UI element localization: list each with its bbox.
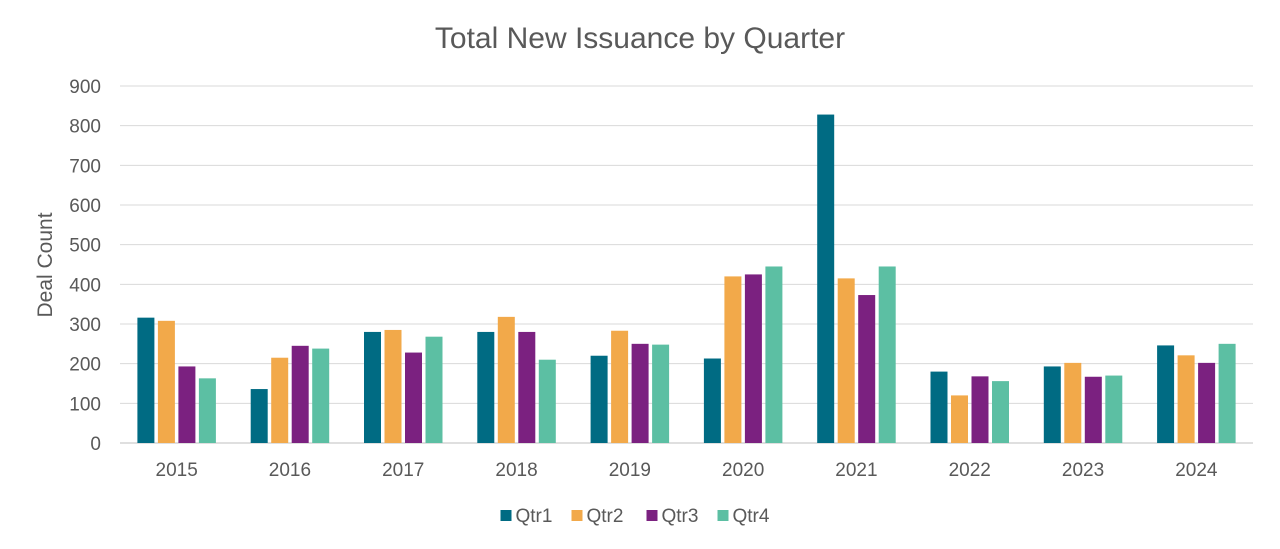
x-tick-label: 2017 <box>382 460 424 481</box>
x-axis-ticks: 2015 2016 2017 2018 2019 2020 2021 2022 2023 2024 <box>156 460 1218 481</box>
bar-qtr4-2015 <box>198 378 216 443</box>
chart-title: Total New Issuance by Quarter <box>435 22 845 55</box>
legend-label-qtr3: Qtr3 <box>662 506 699 527</box>
legend-swatch-qtr1 <box>500 510 512 521</box>
bar-qtr1-2022 <box>930 371 948 443</box>
bar-qtr1-2023 <box>1043 366 1061 443</box>
x-tick-label: 2019 <box>609 460 651 481</box>
y-tick-label: 300 <box>69 315 101 336</box>
bar-qtr1-2021 <box>817 114 835 443</box>
bar-qtr4-2024 <box>1218 343 1236 443</box>
bar-qtr4-2019 <box>652 344 670 443</box>
bar-qtr2-2015 <box>157 320 175 443</box>
x-tick-label: 2024 <box>1175 460 1218 481</box>
y-tick-label: 600 <box>69 196 101 217</box>
x-tick-label: 2018 <box>495 460 537 481</box>
x-tick-label: 2020 <box>722 460 764 481</box>
bar-qtr4-2018 <box>538 359 556 443</box>
bar-qtr2-2018 <box>497 316 515 443</box>
y-tick-label: 0 <box>90 434 101 455</box>
y-tick-label: 400 <box>69 275 101 296</box>
bar-qtr3-2020 <box>744 274 762 443</box>
y-tick-label: 700 <box>69 156 101 177</box>
bar-qtr1-2020 <box>703 358 721 443</box>
y-tick-label: 800 <box>69 117 101 138</box>
bar-qtr3-2022 <box>971 376 989 443</box>
bar-qtr3-2024 <box>1198 362 1216 443</box>
gridlines <box>120 85 1253 444</box>
bar-qtr4-2017 <box>425 336 443 443</box>
bar-qtr3-2019 <box>631 343 649 443</box>
bar-qtr3-2021 <box>858 295 876 443</box>
bar-qtr4-2016 <box>312 348 330 443</box>
y-axis-label: Deal Count <box>34 212 57 317</box>
bar-qtr2-2020 <box>724 276 742 443</box>
bar-qtr3-2016 <box>291 345 309 443</box>
x-tick-label: 2022 <box>949 460 991 481</box>
y-tick-label: 900 <box>69 77 101 98</box>
bar-qtr2-2024 <box>1177 355 1195 443</box>
bar-qtr3-2017 <box>405 352 422 443</box>
y-tick-label: 100 <box>69 394 101 415</box>
bar-qtr3-2018 <box>518 331 536 443</box>
bar-qtr1-2019 <box>590 355 608 443</box>
bar-qtr2-2023 <box>1064 362 1082 443</box>
legend-swatch-qtr4 <box>717 510 729 521</box>
bar-qtr1-2015 <box>137 317 155 443</box>
bar-qtr4-2022 <box>992 381 1009 443</box>
x-tick-label: 2021 <box>835 460 877 481</box>
bar-qtr3-2023 <box>1084 376 1102 443</box>
bar-qtr1-2018 <box>477 331 495 443</box>
legend-label-qtr1: Qtr1 <box>516 506 553 527</box>
bars <box>137 114 1236 443</box>
bar-qtr4-2023 <box>1105 375 1123 443</box>
bar-qtr1-2017 <box>364 331 381 443</box>
x-tick-label: 2023 <box>1062 460 1104 481</box>
y-tick-label: 500 <box>69 236 101 257</box>
legend-swatch-qtr2 <box>571 510 583 521</box>
y-tick-label: 200 <box>69 355 101 376</box>
y-axis-ticks: 0 100 200 300 400 500 600 700 800 900 <box>69 77 101 455</box>
bar-qtr4-2021 <box>878 266 896 443</box>
legend-label-qtr4: Qtr4 <box>733 506 770 527</box>
bar-qtr1-2024 <box>1157 345 1175 443</box>
x-tick-label: 2016 <box>269 460 311 481</box>
legend-swatch-qtr3 <box>646 510 658 521</box>
bar-qtr3-2015 <box>178 366 196 443</box>
bar-qtr2-2016 <box>271 357 289 443</box>
bar-qtr2-2017 <box>384 329 402 443</box>
bar-qtr2-2019 <box>611 330 629 443</box>
legend-label-qtr2: Qtr2 <box>587 506 624 527</box>
bar-qtr4-2020 <box>765 266 783 443</box>
legend: Qtr1 Qtr2 Qtr3 Qtr4 <box>500 506 770 527</box>
bar-qtr2-2021 <box>837 278 855 443</box>
bar-qtr2-2022 <box>951 395 968 443</box>
bar-qtr1-2016 <box>250 389 268 443</box>
x-tick-label: 2015 <box>156 460 198 481</box>
